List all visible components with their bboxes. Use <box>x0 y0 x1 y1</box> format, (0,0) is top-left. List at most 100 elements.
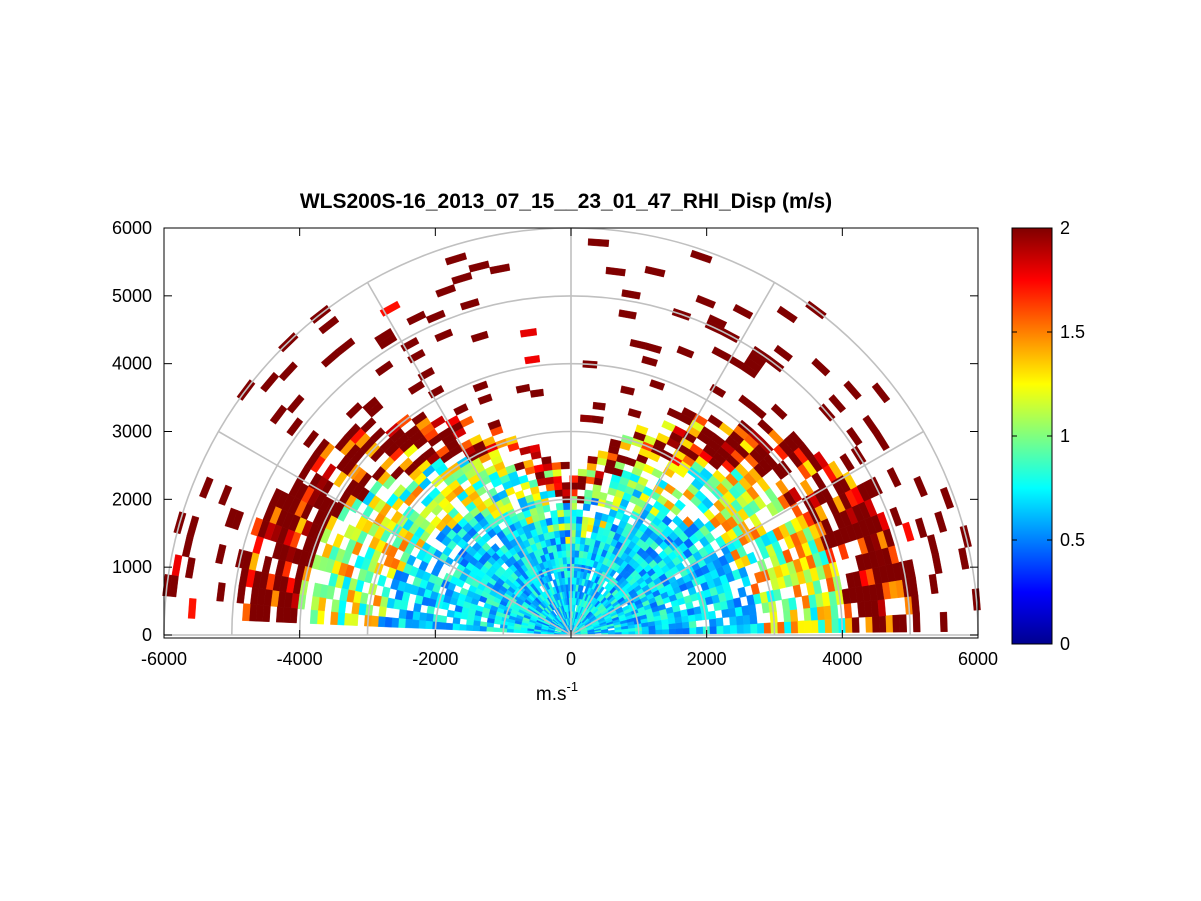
data-cell-1468 <box>375 360 394 377</box>
data-cell-117 <box>788 597 798 611</box>
data-cell-2149 <box>336 612 346 626</box>
data-cell-312 <box>889 506 903 527</box>
data-cell-1078 <box>575 516 583 524</box>
x-tick-label-2: -2000 <box>412 649 458 669</box>
data-cell-891 <box>707 314 728 329</box>
y-tick-label-5: 5000 <box>112 286 152 306</box>
data-cell-2134 <box>445 622 454 631</box>
data-cell-2049 <box>426 605 435 615</box>
x-axis-label: m.s-1 <box>536 679 578 705</box>
data-cell-1008 <box>620 385 635 396</box>
chart-title: WLS200S-16_2013_07_15__23_01_47_RHI_Disp… <box>300 190 832 213</box>
data-cell-981 <box>641 355 658 367</box>
colorbar-ticks: 0 0.5 1 1.5 2 <box>1012 218 1085 654</box>
colorbar-tick-label-2: 1 <box>1060 426 1070 446</box>
data-cell-1294 <box>472 380 489 393</box>
data-cell-953 <box>690 249 713 264</box>
data-cell-2139 <box>411 619 420 629</box>
data-cell-2128 <box>486 626 494 632</box>
data-cell-1130 <box>561 482 570 490</box>
data-cell-2156 <box>262 605 271 623</box>
data-cell-2122 <box>526 630 535 634</box>
x-tick-label-0: -6000 <box>141 649 187 669</box>
data-cell-1127 <box>562 502 571 510</box>
data-cell-1154 <box>551 468 562 477</box>
data-cell-1049 <box>580 530 587 538</box>
y-tick-label-4: 4000 <box>112 354 152 374</box>
x-tick-label-1: -4000 <box>277 649 323 669</box>
data-cell-481 <box>828 460 844 479</box>
data-cell-2148 <box>343 612 352 626</box>
data-cell-2094 <box>412 611 421 621</box>
data-cell-564 <box>871 382 891 404</box>
data-cell-1030 <box>594 470 605 480</box>
data-cell-46 <box>899 614 908 633</box>
data-cell-47 <box>912 613 921 633</box>
data-cell-2030 <box>215 543 227 565</box>
data-cell-1262 <box>470 330 489 343</box>
data-cell-108 <box>707 610 717 620</box>
data-cell-1025 <box>587 517 595 526</box>
data-cell-66 <box>688 620 697 629</box>
data-cell-19 <box>709 625 718 635</box>
data-cell-2125 <box>506 628 514 633</box>
data-cell-358 <box>913 475 928 498</box>
data-cell-1054 <box>584 489 593 498</box>
data-cell-65 <box>681 621 690 629</box>
data-cell-22 <box>729 624 738 634</box>
data-cell-784 <box>707 414 723 429</box>
data-cell-2133 <box>452 623 460 631</box>
data-cell-23 <box>736 624 745 634</box>
data-cell-1082 <box>577 475 587 484</box>
data-cell-37 <box>831 618 840 633</box>
spoke-5 <box>218 430 572 636</box>
data-cell-2153 <box>289 607 298 624</box>
data-cell-887 <box>655 432 670 445</box>
data-cell-2114 <box>216 582 226 602</box>
data-cell-179 <box>905 559 916 579</box>
data-cell-1581 <box>345 402 363 419</box>
data-cell-341 <box>746 551 758 565</box>
spoke-1 <box>570 430 924 636</box>
data-cell-1175 <box>545 483 555 492</box>
data-cell-2097 <box>378 606 387 618</box>
data-cell-1153 <box>552 475 562 484</box>
data-cell-1034 <box>621 289 641 300</box>
data-cell-1047 <box>578 543 585 552</box>
data-cell-1010 <box>644 265 666 278</box>
data-cell-2145 <box>370 615 379 627</box>
data-cell-1086 <box>587 238 610 248</box>
data-cell-87 <box>911 595 920 615</box>
y-tick-label-2: 2000 <box>112 489 152 509</box>
data-cell-751 <box>738 394 755 410</box>
colorbar-tick-label-3: 1.5 <box>1060 322 1085 342</box>
data-cell-2100 <box>351 602 360 615</box>
data-cell-923 <box>695 294 716 309</box>
data-cell-1149 <box>556 509 565 518</box>
spoke-2 <box>570 282 776 636</box>
data-cell-62 <box>661 623 670 630</box>
data-cell-1205 <box>533 464 544 473</box>
data-cell-15 <box>682 627 690 635</box>
data-cell-2142 <box>391 617 400 628</box>
data-cell-13 <box>668 628 677 635</box>
data-cell-2130 <box>472 625 481 632</box>
data-cell-48 <box>939 611 948 633</box>
data-cell-1659 <box>260 371 280 393</box>
data-cell-1263 <box>459 298 480 311</box>
data-cell-2144 <box>377 616 386 628</box>
data-cell-888 <box>661 420 676 432</box>
data-cell-76 <box>803 607 812 621</box>
data-cell-2132 <box>458 624 467 631</box>
data-cell-1048 <box>579 536 586 545</box>
data-cell-2085 <box>486 622 495 628</box>
data-cell-2095 <box>405 610 414 620</box>
data-cell-2143 <box>384 616 393 628</box>
data-cell-222 <box>926 534 939 556</box>
data-cell-40 <box>851 617 860 633</box>
data-cell-1357 <box>453 403 469 416</box>
data-cell-77 <box>810 606 819 621</box>
data-cell-608 <box>843 380 862 401</box>
data-cell-267 <box>914 517 928 539</box>
data-cell-1542 <box>320 349 341 368</box>
